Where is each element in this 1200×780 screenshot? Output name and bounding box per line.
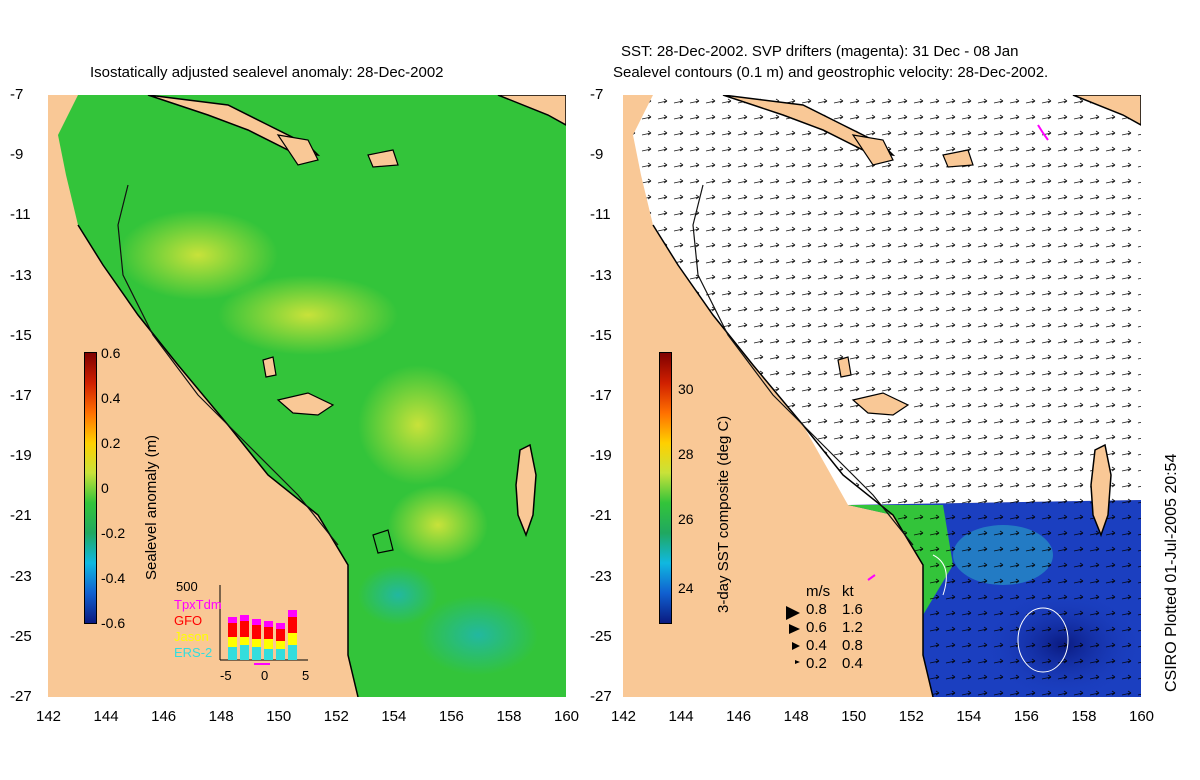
inset-legend-entry: TpxTdm: [174, 597, 222, 612]
velocity-legend-kt: 1.6: [842, 601, 863, 618]
y-tick-label: -7: [10, 86, 24, 103]
inset-x-tick: -5: [220, 668, 232, 683]
velocity-legend-ms: 0.4: [806, 637, 827, 654]
colorbar-tick: 28: [678, 446, 694, 462]
x-tick-label: 144: [93, 708, 119, 725]
y-tick-label: -23: [590, 567, 612, 585]
x-tick-label: 154: [956, 708, 982, 725]
x-tick-label: 150: [266, 708, 292, 725]
x-tick-label: 154: [381, 708, 407, 725]
y-tick-label: -11: [10, 206, 31, 224]
y-tick-label: -13: [10, 266, 32, 284]
x-tick-label: 148: [208, 708, 234, 725]
y-tick-label: -13: [590, 266, 612, 284]
inset-legend-entry: GFO: [174, 613, 203, 628]
colorbar-tick: 0.4: [101, 390, 121, 406]
colorbar-tick: 26: [678, 511, 694, 527]
velocity-arrow-icon: [789, 624, 800, 634]
inset-ylabel: 500: [176, 579, 198, 594]
y-tick-label: -17: [590, 387, 612, 404]
y-tick-label: -21: [10, 507, 32, 525]
y-tick-label: -23: [10, 567, 32, 585]
shelf-contour: [117, 184, 339, 546]
y-tick-label: -25: [590, 627, 612, 645]
sealevel-contour: [1017, 607, 1069, 673]
colorbar-tick: 30: [678, 381, 694, 397]
right-panel-title-line2: Sealevel contours (0.1 m) and geostrophi…: [613, 64, 1049, 81]
inset-bars: [228, 610, 297, 660]
x-tick-label: 158: [1071, 708, 1097, 725]
x-tick-label: 146: [151, 708, 177, 725]
left-colorbar-label: Sealevel anomaly (m): [143, 434, 160, 580]
y-tick-label: -9: [590, 146, 604, 164]
y-tick-label: -25: [10, 627, 32, 645]
new-caledonia: [515, 443, 537, 538]
colorbar-tick: -0.2: [101, 525, 126, 541]
x-tick-label: 142: [611, 708, 637, 725]
x-tick-label: 160: [554, 708, 580, 725]
sealevel-anomaly-map: [48, 95, 566, 697]
colorbar-tick: 0: [101, 480, 109, 496]
y-tick-label: -21: [590, 507, 612, 525]
velocity-arrow-icon: [792, 642, 800, 650]
png-coast: [147, 95, 321, 157]
x-tick-label: 152: [323, 708, 349, 725]
inset-histogram: [219, 585, 308, 665]
x-tick-label: 142: [36, 708, 62, 725]
sst-velocity-map: [623, 95, 1141, 697]
velocity-legend-header-ms: m/s: [806, 583, 831, 600]
y-tick-label: -15: [590, 326, 612, 344]
colorbar-tick: -0.4: [101, 570, 126, 586]
inset-x-tick: 0: [261, 668, 269, 683]
velocity-legend-kt: 0.4: [842, 655, 863, 672]
colorbar-tick: 0.2: [101, 435, 121, 451]
x-tick-label: 156: [438, 708, 464, 725]
colorbar-tick: -0.6: [101, 615, 126, 631]
right-panel-title-line1: SST: 28-Dec-2002. SVP drifters (magenta)…: [621, 43, 1019, 60]
x-tick-label: 160: [1129, 708, 1155, 725]
x-tick-label: 158: [496, 708, 522, 725]
y-tick-label: -19: [590, 447, 612, 465]
x-tick-label: 144: [668, 708, 694, 725]
y-tick-label: -11: [590, 206, 611, 224]
velocity-legend-kt: 1.2: [842, 619, 863, 636]
velocity-legend-ms: 0.8: [806, 601, 827, 618]
left-panel-title: Isostatically adjusted sealevel anomaly:…: [90, 64, 444, 81]
y-tick-label: -27: [10, 688, 32, 705]
x-tick-label: 156: [1013, 708, 1039, 725]
y-tick-label: -19: [10, 447, 32, 465]
velocity-legend-ms: 0.2: [806, 655, 827, 672]
x-tick-label: 146: [726, 708, 752, 725]
inset-legend-entry: Jason: [174, 629, 209, 644]
velocity-legend-header-kt: kt: [842, 583, 854, 600]
y-tick-label: -9: [10, 146, 24, 164]
velocity-legend-kt: 0.8: [842, 637, 863, 654]
inset-legend-entry: ERS-2: [174, 645, 213, 660]
velocity-legend-ms: 0.6: [806, 619, 827, 636]
x-tick-label: 148: [783, 708, 809, 725]
sealevel-colorbar: [84, 352, 97, 624]
y-tick-label: -27: [590, 688, 612, 705]
coastline: [77, 224, 359, 697]
x-tick-label: 150: [841, 708, 867, 725]
y-tick-label: -7: [590, 86, 604, 103]
velocity-arrow-icon: [786, 606, 800, 620]
sst-colorbar: [659, 352, 672, 624]
right-colorbar-label: 3-day SST composite (deg C): [715, 415, 732, 613]
inset-x-tick: 5: [302, 668, 310, 683]
credit-text: CSIRO Plotted 01-Jul-2005 20:54: [1163, 453, 1180, 692]
colorbar-tick: 0.6: [101, 345, 121, 361]
y-tick-label: -17: [10, 387, 32, 404]
x-tick-label: 152: [898, 708, 924, 725]
y-tick-label: -15: [10, 326, 32, 344]
colorbar-tick: 24: [678, 580, 694, 596]
drifter-track: [1037, 124, 1049, 141]
velocity-arrow-icon: [795, 660, 800, 664]
